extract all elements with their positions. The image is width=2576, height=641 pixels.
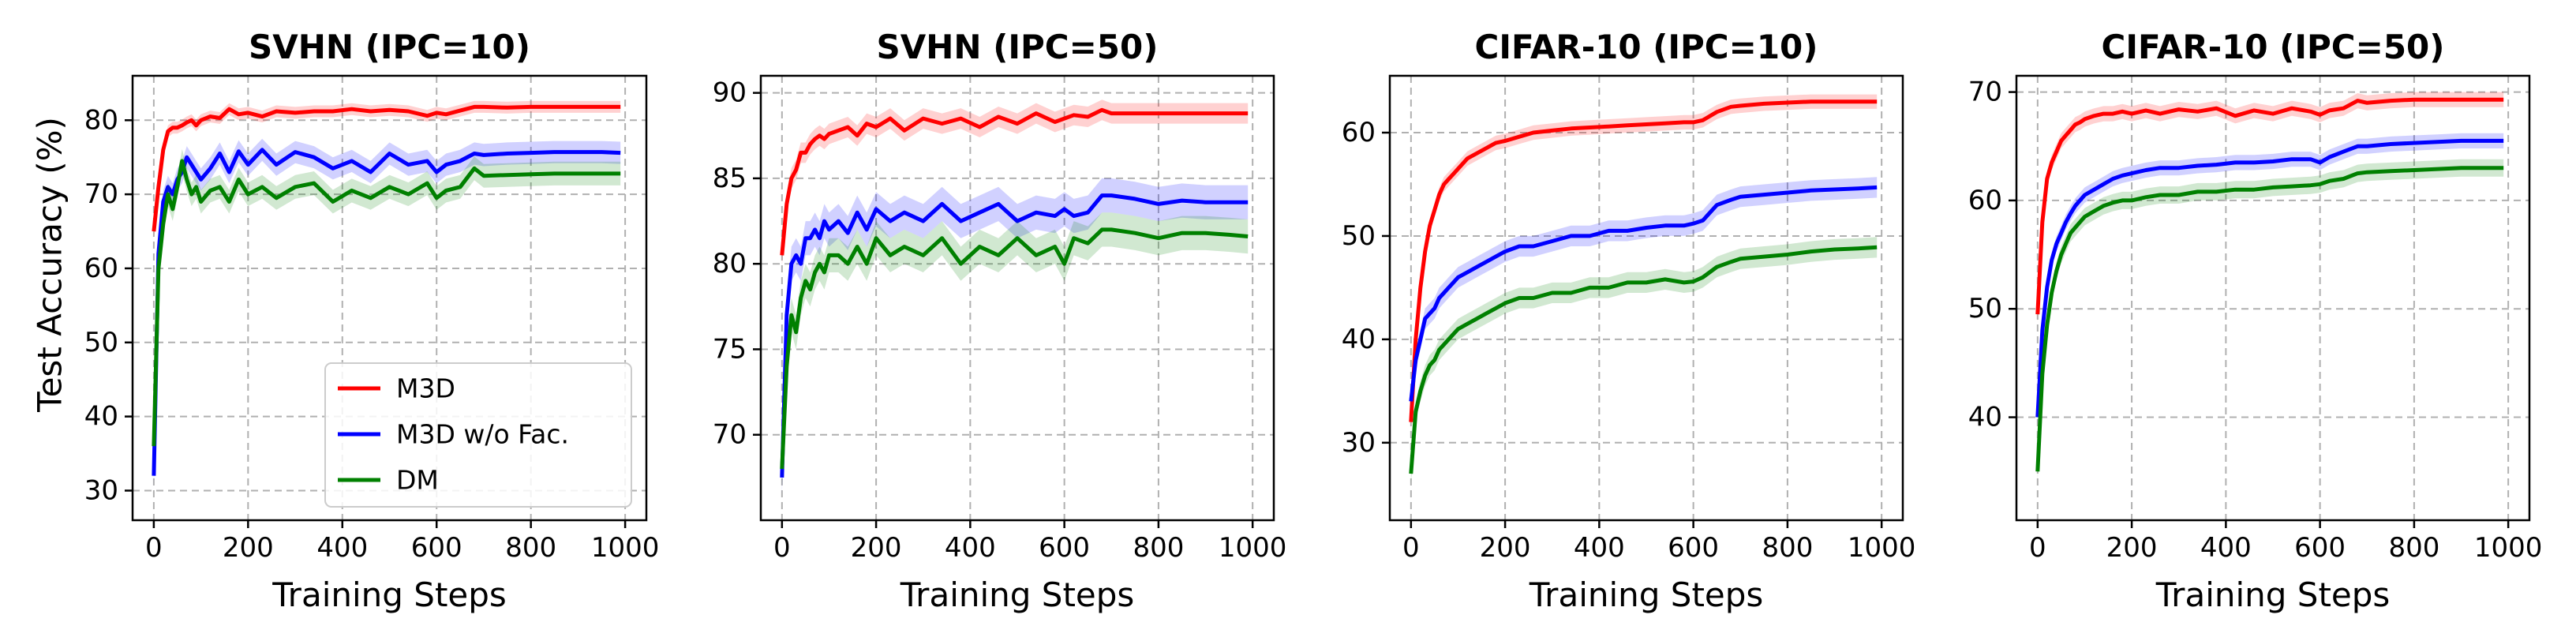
legend: M3D M3D w/o Fac. DM: [324, 362, 632, 508]
x-tick-label: 0: [1402, 532, 1420, 564]
series-band-3: [153, 148, 621, 459]
y-tick-label: 85: [713, 163, 747, 194]
x-tick-label: 800: [1133, 532, 1184, 564]
y-tick-label: 70: [1968, 77, 2002, 108]
x-tick-label: 200: [851, 532, 902, 564]
x-tick-label: 600: [2294, 532, 2346, 564]
y-axis-label: Test Accuracy (%): [31, 117, 69, 413]
x-tick-label: 200: [223, 532, 274, 564]
x-tick-label: 1000: [1219, 532, 1287, 564]
series-band-2: [781, 178, 1249, 495]
x-tick-label: 400: [2200, 532, 2252, 564]
x-tick-label: 0: [773, 532, 791, 564]
y-tick-label: 80: [84, 104, 118, 136]
x-tick-label: 400: [945, 532, 996, 564]
y-tick-label: 70: [713, 419, 747, 451]
y-tick-label: 40: [1342, 324, 1376, 355]
series-line-3: [152, 159, 621, 447]
y-tick-label: 50: [84, 327, 118, 358]
series-band-2: [1410, 177, 1878, 412]
x-tick-label: 600: [1668, 532, 1719, 564]
x-tick-label: 1000: [591, 532, 660, 564]
series-line-2: [1409, 185, 1878, 402]
x-tick-label: 400: [1574, 532, 1625, 564]
y-tick-label: 40: [84, 401, 118, 433]
y-tick-label: 90: [713, 77, 747, 109]
series-line-1: [1409, 99, 1878, 422]
x-tick-label: 800: [505, 532, 556, 564]
series-band-3: [781, 212, 1249, 486]
x-tick-label: 200: [2106, 532, 2158, 564]
series-line-1: [2035, 97, 2504, 315]
y-tick-label: 80: [713, 248, 747, 279]
plot-frame: [131, 74, 648, 522]
x-tick-label: 1000: [1848, 532, 1916, 564]
x-axis-label: Training Steps: [271, 575, 507, 614]
y-tick-label: 60: [84, 253, 118, 284]
chart-title: CIFAR-10 (IPC=50): [2102, 28, 2445, 66]
x-tick-label: 400: [316, 532, 368, 564]
series-band-2: [153, 138, 621, 487]
y-tick-label: 50: [1342, 220, 1376, 252]
series-line-2: [152, 148, 621, 476]
series-band-1: [781, 99, 1249, 266]
chart-title: CIFAR-10 (IPC=10): [1475, 28, 1818, 66]
plot-frame: [2015, 74, 2531, 522]
y-tick-label: 60: [1968, 185, 2002, 216]
legend-label-1: M3D: [396, 373, 455, 404]
plot-frame: [759, 74, 1275, 522]
x-tick-label: 0: [2029, 532, 2046, 564]
chart-panel-1: 0 200 400 600 800 1000 30 40 50 60 70 80 SVHN (IPC=1…: [84, 28, 660, 614]
legend-label-3: DM: [396, 465, 439, 496]
series-line-2: [780, 193, 1249, 478]
chart-panel-3: 0 200 400 600 800 1000 30 40 50 60 CIFAR-10 (IPC=1…: [1342, 28, 1916, 614]
x-tick-label: 0: [145, 532, 163, 564]
y-tick-label: 60: [1342, 117, 1376, 148]
x-axis-label: Training Steps: [2155, 575, 2391, 614]
series-band-3: [2037, 159, 2504, 481]
series-band-1: [2037, 92, 2504, 322]
chart-panel-4: 0 200 400 600 800 1000 40 50 60 70 CIFAR-10 (IPC=5…: [1968, 28, 2543, 614]
y-tick-label: 30: [1342, 427, 1376, 459]
x-tick-label: 600: [411, 532, 462, 564]
legend-label-2: M3D w/o Fac.: [396, 419, 569, 450]
chart-panel-2: 0 200 400 600 800 1000 70 75 80 85 90 SVHN (IPC=50)…: [713, 28, 1287, 614]
chart-title: SVHN (IPC=50): [877, 28, 1159, 66]
chart-title: SVHN (IPC=10): [249, 28, 530, 66]
y-tick-label: 75: [713, 333, 747, 365]
series-line-1: [152, 104, 621, 232]
series-line-3: [1409, 245, 1878, 474]
x-tick-label: 800: [1762, 532, 1813, 564]
series-line-1: [780, 107, 1249, 256]
x-tick-label: 1000: [2474, 532, 2543, 564]
legend-box: [324, 362, 632, 508]
plot-frame: [1388, 74, 1904, 522]
x-tick-label: 600: [1039, 532, 1090, 564]
series-line-2: [2035, 138, 2504, 418]
x-tick-label: 200: [1480, 532, 1531, 564]
series-line-3: [2035, 166, 2504, 472]
x-tick-label: 800: [2388, 532, 2439, 564]
y-tick-label: 50: [1968, 293, 2002, 324]
y-tick-label: 30: [84, 474, 118, 506]
x-axis-label: Training Steps: [900, 575, 1135, 614]
series-line-3: [780, 227, 1249, 470]
x-axis-label: Training Steps: [1529, 575, 1764, 614]
y-tick-label: 70: [84, 178, 118, 210]
y-tick-label: 40: [1968, 402, 2002, 433]
